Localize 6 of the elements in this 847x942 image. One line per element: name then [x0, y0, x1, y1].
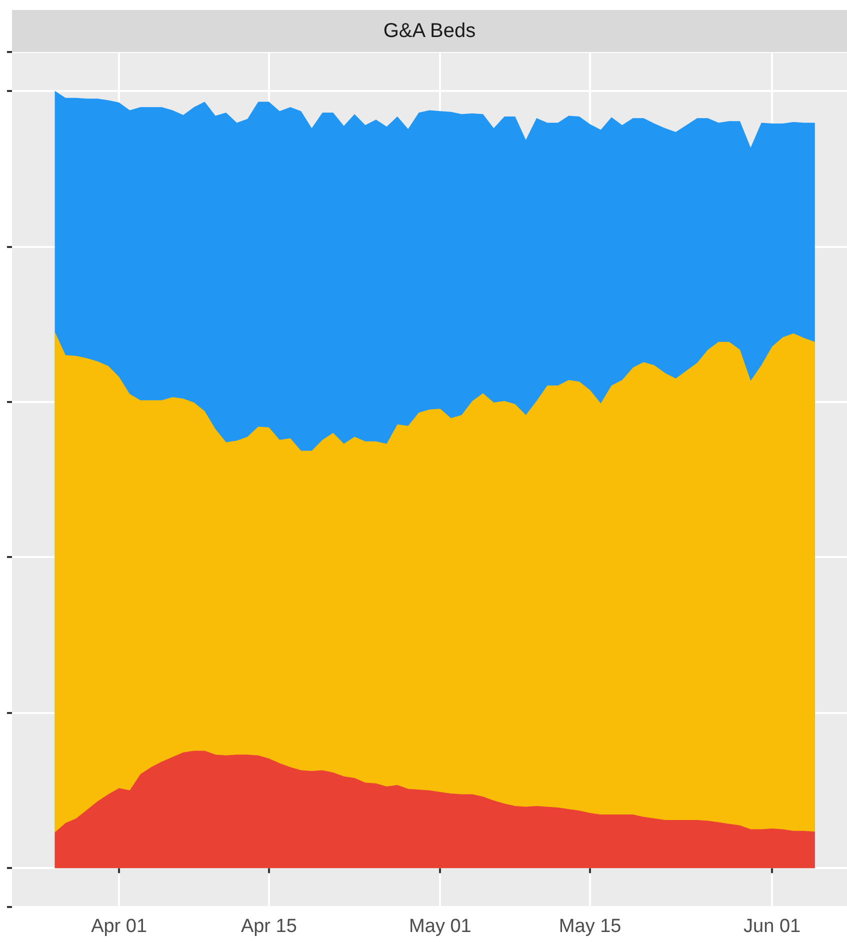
x-tick-label: Apr 01: [91, 916, 148, 937]
x-tick-label: May 01: [409, 916, 472, 937]
x-tick-label: May 15: [558, 916, 622, 937]
x-tick-label: Jun 01: [744, 916, 801, 937]
x-tick-label: Apr 15: [240, 916, 297, 937]
chart-title: G&A Beds: [12, 10, 847, 52]
